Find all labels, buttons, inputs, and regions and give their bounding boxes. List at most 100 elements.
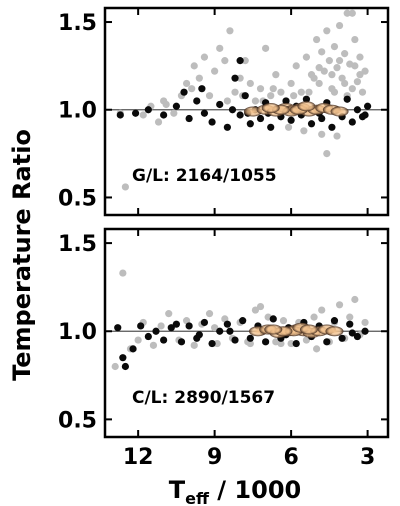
- gray-point: [323, 27, 331, 35]
- gray-point: [315, 64, 323, 72]
- gray-point: [139, 111, 147, 119]
- gray-point: [300, 127, 308, 135]
- gray-point: [119, 269, 127, 277]
- gray-point: [134, 336, 142, 344]
- black-point: [348, 118, 356, 126]
- gray-point: [353, 78, 362, 86]
- black-point: [348, 329, 356, 337]
- black-point: [346, 320, 354, 328]
- gray-point: [302, 336, 311, 344]
- black-point: [307, 120, 316, 128]
- x-axis-label-rest: / 1000: [209, 476, 301, 504]
- gray-point: [348, 85, 356, 93]
- black-point: [160, 111, 168, 119]
- black-point: [241, 92, 249, 100]
- black-point: [185, 114, 193, 123]
- gray-point: [313, 35, 321, 44]
- black-point: [119, 354, 127, 362]
- panel-1: 0.5 1.0 1.5 G/L: 2164/1055: [58, 6, 390, 217]
- gray-point: [328, 71, 336, 79]
- panel-annotation: G/L: 2164/1055: [132, 166, 277, 186]
- gray-point: [246, 79, 254, 88]
- gray-point: [262, 44, 270, 52]
- gray-point: [277, 88, 285, 96]
- gray-point: [320, 67, 328, 75]
- black-point: [282, 97, 290, 105]
- gray-point: [279, 317, 288, 325]
- density-point: [297, 101, 316, 112]
- gray-point: [251, 97, 260, 105]
- gray-point: [195, 74, 203, 82]
- black-point: [223, 320, 231, 328]
- black-point: [226, 327, 234, 335]
- gray-point: [297, 88, 305, 96]
- black-point: [231, 74, 239, 82]
- gray-point: [211, 324, 219, 332]
- black-point: [208, 118, 216, 126]
- black-point: [267, 123, 275, 131]
- gray-point: [170, 109, 178, 117]
- gray-point: [348, 9, 356, 17]
- gray-point: [323, 150, 331, 158]
- black-point: [208, 339, 216, 348]
- gray-point: [318, 48, 326, 56]
- gray-point: [335, 301, 344, 309]
- black-point: [177, 338, 186, 346]
- gray-point: [310, 313, 318, 321]
- panel-frame: [103, 227, 390, 439]
- gray-point: [330, 88, 339, 96]
- gray-point: [246, 339, 254, 348]
- black-point: [364, 102, 372, 110]
- gray-point: [287, 339, 295, 348]
- gray-point: [165, 310, 173, 318]
- black-point: [152, 327, 160, 335]
- black-point: [353, 332, 362, 341]
- y-tick-label: 1.5: [58, 11, 97, 36]
- black-point: [353, 106, 362, 114]
- gray-point: [277, 339, 285, 348]
- gray-point: [213, 339, 221, 348]
- black-point: [200, 318, 209, 327]
- x-axis-label-main: T: [169, 476, 186, 504]
- gray-point: [361, 318, 369, 327]
- black-point: [129, 345, 137, 353]
- gray-points: [116, 9, 369, 191]
- gray-point: [318, 130, 326, 138]
- black-point: [144, 106, 152, 114]
- black-point: [185, 322, 193, 330]
- plot-area-1: [105, 9, 388, 191]
- gray-point: [341, 50, 349, 58]
- gray-point: [351, 295, 359, 304]
- black-point: [114, 324, 122, 332]
- gray-point: [157, 322, 165, 330]
- black-point: [256, 114, 265, 123]
- gray-point: [226, 27, 234, 35]
- gray-point: [335, 21, 344, 30]
- gray-point: [351, 62, 359, 70]
- gray-point: [211, 67, 219, 75]
- gray-point: [302, 53, 311, 61]
- gray-point: [333, 132, 341, 140]
- gray-point: [190, 341, 198, 349]
- black-point: [223, 123, 231, 131]
- black-point: [338, 334, 346, 342]
- black-point: [172, 320, 180, 328]
- gray-point: [241, 57, 249, 65]
- gray-point: [305, 88, 313, 96]
- gray-point: [154, 118, 163, 126]
- black-point: [116, 111, 124, 119]
- black-point: [200, 109, 209, 117]
- black-point: [216, 327, 224, 335]
- gray-point: [287, 79, 295, 88]
- black-point: [246, 334, 254, 342]
- density-points: [248, 322, 344, 338]
- black-point: [269, 315, 277, 323]
- black-point: [361, 327, 369, 335]
- y-tick-label: 1.0: [58, 320, 97, 345]
- gray-point: [121, 183, 129, 191]
- black-point: [137, 322, 145, 330]
- gray-point: [111, 362, 119, 371]
- x-axis-label: Teff / 1000: [169, 476, 301, 506]
- gray-point: [313, 345, 321, 353]
